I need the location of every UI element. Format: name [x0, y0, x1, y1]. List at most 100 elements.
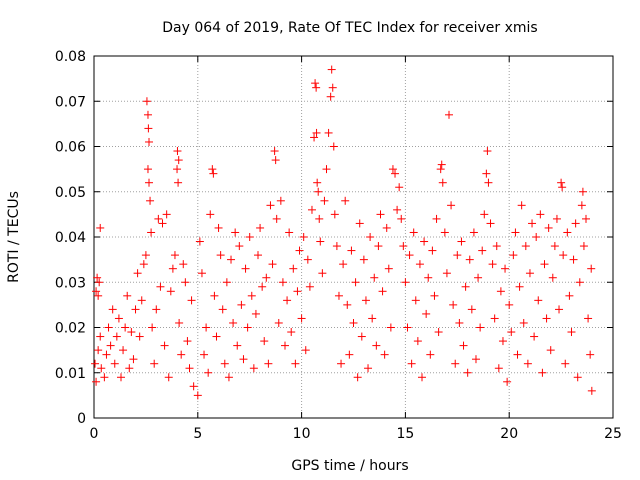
- data-point: [422, 309, 431, 318]
- data-point: [233, 341, 242, 350]
- data-point: [571, 219, 580, 228]
- data-point: [528, 219, 537, 228]
- data-point: [311, 79, 320, 88]
- data-point: [271, 156, 280, 165]
- x-axis-label: GPS time / hours: [291, 458, 408, 474]
- data-point: [582, 214, 591, 223]
- data-point: [249, 364, 258, 373]
- data-point: [174, 178, 183, 187]
- data-point: [173, 147, 182, 156]
- data-point: [310, 133, 319, 142]
- data-point: [147, 228, 156, 237]
- data-point: [511, 228, 520, 237]
- data-point: [94, 346, 103, 355]
- data-point: [332, 242, 341, 251]
- data-point: [93, 273, 102, 282]
- data-point: [567, 328, 576, 337]
- data-point: [326, 92, 335, 101]
- data-point: [523, 359, 532, 368]
- data-point: [376, 210, 385, 219]
- data-point: [195, 237, 204, 246]
- data-point: [327, 65, 336, 74]
- data-point: [503, 377, 512, 386]
- data-point: [357, 332, 366, 341]
- data-point: [262, 273, 271, 282]
- data-point: [534, 296, 543, 305]
- data-point: [177, 350, 186, 359]
- data-point: [280, 341, 289, 350]
- data-point: [486, 219, 495, 228]
- data-point: [193, 391, 202, 400]
- data-point: [143, 165, 152, 174]
- data-point: [378, 287, 387, 296]
- data-point: [434, 328, 443, 337]
- data-point: [490, 314, 499, 323]
- data-point: [158, 219, 167, 228]
- data-point: [536, 210, 545, 219]
- data-point: [548, 273, 557, 282]
- data-points: [91, 65, 596, 400]
- data-point: [312, 83, 321, 92]
- data-point: [478, 246, 487, 255]
- data-point: [482, 169, 491, 178]
- data-point: [314, 187, 323, 196]
- data-point: [492, 242, 501, 251]
- data-point: [411, 296, 420, 305]
- data-point: [125, 364, 134, 373]
- data-point: [278, 278, 287, 287]
- data-point: [488, 260, 497, 269]
- data-point: [430, 291, 439, 300]
- data-point: [143, 110, 152, 119]
- data-point: [540, 260, 549, 269]
- data-point: [104, 323, 113, 332]
- chart-title: Day 064 of 2019, Rate Of TEC Index for r…: [162, 20, 537, 36]
- data-point: [428, 246, 437, 255]
- data-point: [483, 147, 492, 156]
- data-point: [463, 368, 472, 377]
- data-point: [577, 201, 586, 210]
- data-point: [129, 355, 138, 364]
- data-point: [241, 264, 250, 273]
- data-point: [382, 223, 391, 232]
- data-point: [426, 350, 435, 359]
- data-point: [251, 309, 260, 318]
- data-point: [185, 364, 194, 373]
- data-point: [131, 305, 140, 314]
- data-point: [175, 318, 184, 327]
- data-point: [370, 273, 379, 282]
- data-point: [519, 318, 528, 327]
- data-point: [305, 282, 314, 291]
- data-point: [110, 359, 119, 368]
- data-point: [461, 282, 470, 291]
- data-point: [453, 251, 462, 260]
- data-point: [565, 291, 574, 300]
- data-point: [297, 314, 306, 323]
- data-point: [521, 242, 530, 251]
- data-point: [173, 165, 182, 174]
- data-point: [438, 178, 447, 187]
- data-point: [142, 97, 151, 106]
- data-point: [557, 178, 566, 187]
- data-point: [339, 260, 348, 269]
- data-point: [145, 178, 154, 187]
- data-point: [127, 328, 136, 337]
- data-point: [94, 291, 103, 300]
- data-point: [148, 323, 157, 332]
- data-point: [197, 269, 206, 278]
- y-tick-label: 0.07: [55, 94, 86, 110]
- data-point: [509, 251, 518, 260]
- data-point: [374, 242, 383, 251]
- data-point: [162, 210, 171, 219]
- data-point: [457, 237, 466, 246]
- data-point: [343, 300, 352, 309]
- data-point: [517, 201, 526, 210]
- data-point: [542, 314, 551, 323]
- data-point: [315, 214, 324, 223]
- data-point: [299, 233, 308, 241]
- data-point: [266, 201, 275, 210]
- data-point: [328, 83, 337, 92]
- data-point: [97, 364, 106, 373]
- data-point: [538, 368, 547, 377]
- data-point: [156, 282, 165, 291]
- y-tick-label: 0.01: [55, 366, 86, 382]
